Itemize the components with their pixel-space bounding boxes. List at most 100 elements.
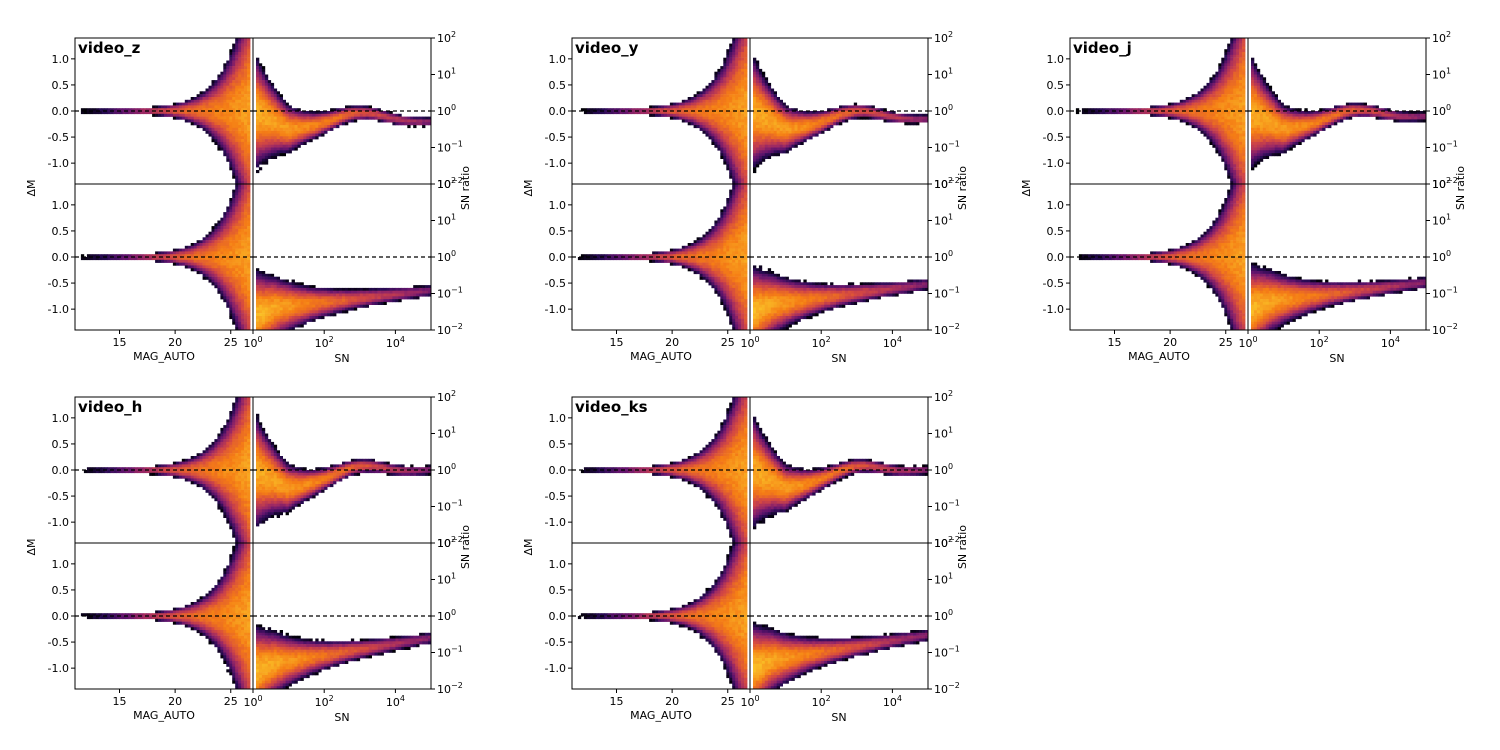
heatmap-cell xyxy=(744,102,748,106)
heatmap-cell xyxy=(211,127,215,131)
heatmap-cell xyxy=(324,125,328,129)
heatmap-cell xyxy=(830,119,834,123)
heatmap-cell xyxy=(238,304,242,308)
heatmap-cell xyxy=(353,116,358,120)
heatmap-cell xyxy=(755,271,760,275)
heatmap-cell xyxy=(758,276,763,280)
heatmap-cell xyxy=(785,139,789,143)
heatmap-cell xyxy=(199,119,203,123)
heatmap-cell xyxy=(264,125,269,129)
heatmap-cell xyxy=(350,113,355,117)
heatmap-cell xyxy=(741,212,745,216)
heatmap-cell xyxy=(214,285,218,289)
heatmap-cell xyxy=(146,257,150,261)
heatmap-cell xyxy=(291,316,295,320)
heatmap-cell xyxy=(350,108,355,112)
heatmap-cell xyxy=(211,279,215,283)
heatmap-cell xyxy=(741,251,745,255)
heatmap-cell xyxy=(755,139,760,143)
heatmap-cell xyxy=(800,116,804,120)
heatmap-cell xyxy=(753,130,757,134)
heatmap-cell xyxy=(681,119,686,123)
heatmap-cell xyxy=(241,49,245,53)
heatmap-cell xyxy=(226,63,230,67)
heatmap-cell xyxy=(368,287,372,291)
heatmap-cell xyxy=(244,85,248,89)
heatmap-cell xyxy=(708,231,712,235)
heatmap-cell xyxy=(770,141,775,145)
heatmap-cell xyxy=(258,158,263,162)
heatmap-cell xyxy=(404,122,408,126)
heatmap-cell xyxy=(303,116,307,120)
heatmap-cell xyxy=(886,119,890,123)
heatmap-cell xyxy=(755,91,760,95)
heatmap-cell xyxy=(211,85,215,89)
heatmap-cell xyxy=(577,257,582,261)
heatmap-cell xyxy=(80,108,85,112)
heatmap-cell xyxy=(238,85,242,89)
heatmap-cell xyxy=(264,279,269,283)
heatmap-cell xyxy=(306,290,310,294)
heatmap-cell xyxy=(232,155,236,159)
heatmap-cell xyxy=(164,108,168,112)
heatmap-cell xyxy=(172,102,177,106)
heatmap-cell xyxy=(868,111,872,115)
heatmap-cell xyxy=(244,276,248,280)
heatmap-cell xyxy=(181,254,186,258)
heatmap-cell xyxy=(758,88,763,92)
heatmap-cell xyxy=(312,316,316,320)
heatmap-cell xyxy=(288,310,292,314)
heatmap-cell xyxy=(223,82,227,86)
heatmap-cell xyxy=(711,80,715,84)
heatmap-cell xyxy=(925,116,929,120)
heatmap-cell xyxy=(279,108,283,112)
heatmap-cell xyxy=(217,125,221,129)
heatmap-cell xyxy=(723,130,727,134)
heatmap-cell xyxy=(741,155,745,159)
heatmap-cell xyxy=(235,285,239,289)
heatmap-cell xyxy=(729,102,733,106)
heatmap-cell xyxy=(389,116,393,120)
heatmap-cell xyxy=(247,285,251,289)
density-top-left xyxy=(580,38,748,185)
heatmap-cell xyxy=(726,130,730,134)
heatmap-cell xyxy=(270,287,275,291)
heatmap-cell xyxy=(196,108,200,112)
heatmap-cell xyxy=(273,276,278,280)
heatmap-cell xyxy=(770,116,775,120)
heatmap-cell xyxy=(244,82,248,86)
heatmap-cell xyxy=(241,198,245,202)
heatmap-cell xyxy=(220,136,224,140)
heatmap-cell xyxy=(755,299,760,303)
heatmap-cell xyxy=(874,111,878,115)
heatmap-cell xyxy=(738,259,742,263)
heatmap-cell xyxy=(288,316,292,320)
heatmap-cell xyxy=(368,105,372,109)
heatmap-cell xyxy=(773,122,777,126)
heatmap-cell xyxy=(300,116,304,120)
heatmap-cell xyxy=(214,248,218,252)
heatmap-cell xyxy=(347,290,352,294)
heatmap-cell xyxy=(226,66,230,70)
heatmap-cell xyxy=(758,141,763,145)
heatmap-cell xyxy=(131,108,135,112)
heatmap-cell xyxy=(729,147,733,151)
heatmap-cell xyxy=(776,147,780,151)
heatmap-cell xyxy=(770,144,775,148)
heatmap-cell xyxy=(232,240,236,244)
heatmap-cell xyxy=(256,136,260,140)
heatmap-cell xyxy=(321,116,325,120)
heatmap-cell xyxy=(309,307,313,311)
heatmap-cell xyxy=(241,147,245,151)
heatmap-cell xyxy=(226,212,230,216)
heatmap-cell xyxy=(256,57,260,61)
heatmap-cell xyxy=(276,307,280,311)
heatmap-cell xyxy=(217,74,221,78)
heatmap-cell xyxy=(285,313,289,317)
heatmap-cell xyxy=(244,102,248,106)
heatmap-cell xyxy=(238,147,242,151)
heatmap-cell xyxy=(770,102,775,106)
heatmap-cell xyxy=(258,304,263,308)
heatmap-cell xyxy=(324,313,328,317)
heatmap-cell xyxy=(753,57,757,61)
